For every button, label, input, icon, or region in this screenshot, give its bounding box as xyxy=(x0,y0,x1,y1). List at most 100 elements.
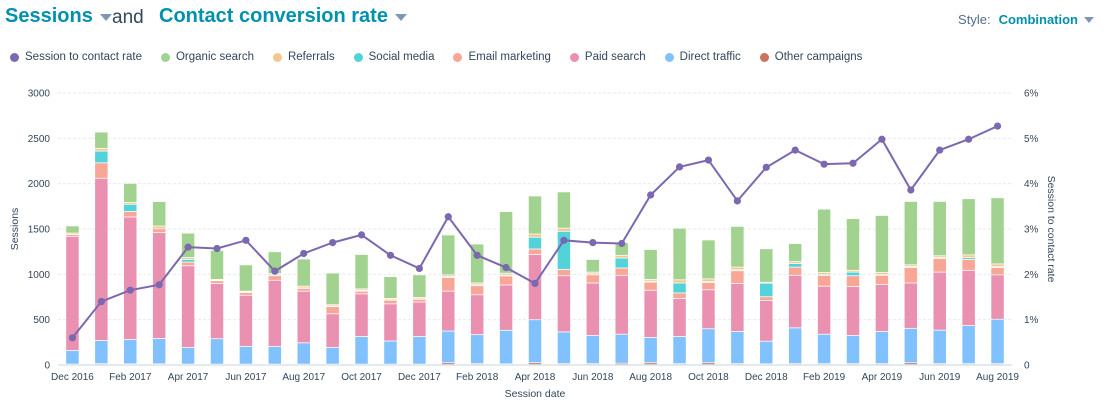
bar-segment xyxy=(181,266,195,347)
legend-item[interactable]: Paid search xyxy=(569,51,646,63)
rate-point xyxy=(878,135,886,143)
y-tick-label: 500 xyxy=(33,315,50,326)
bar-segment xyxy=(326,306,339,314)
bar-segment xyxy=(702,282,715,290)
bar-segment xyxy=(875,275,889,284)
bar-segment xyxy=(933,272,946,330)
style-selector: Style: Combination xyxy=(958,12,1094,27)
bar-segment xyxy=(702,329,715,363)
bar-segment xyxy=(355,294,368,337)
bar-segment xyxy=(384,298,397,300)
legend-item[interactable]: Session to contact rate xyxy=(10,51,142,63)
bar-segment xyxy=(152,201,166,226)
bar-segment xyxy=(962,258,975,260)
x-tick-label: Jun 2018 xyxy=(572,372,614,383)
bar-segment xyxy=(731,331,744,364)
legend-item[interactable]: Referrals xyxy=(272,51,335,63)
bar-segment xyxy=(586,259,600,272)
x-tick-label: Oct 2018 xyxy=(688,372,729,383)
rate-point xyxy=(965,135,973,143)
y2-axis-title: Session to contact rate xyxy=(1045,176,1057,283)
bar-segment xyxy=(615,258,628,268)
rate-point xyxy=(618,239,626,248)
legend-label: Direct traffic xyxy=(679,51,741,63)
bar-segment xyxy=(788,328,802,364)
rate-point xyxy=(271,267,279,275)
chevron-down-icon xyxy=(99,14,112,21)
bar-segment xyxy=(355,291,368,294)
legend-marker-icon xyxy=(10,52,19,62)
legend-label: Referrals xyxy=(287,51,335,63)
bar-segment xyxy=(846,272,860,276)
bar-segment xyxy=(788,267,802,275)
rate-point xyxy=(647,191,655,199)
bar-segment xyxy=(66,236,79,351)
bar-segment xyxy=(904,267,918,283)
legend-item[interactable]: Other campaigns xyxy=(759,51,863,63)
metric-conjunction: and xyxy=(112,7,144,28)
bar-segment xyxy=(615,268,628,275)
x-tick-label: Dec 2018 xyxy=(745,372,788,383)
legend-label: Other campaigns xyxy=(774,51,863,63)
bar-segment xyxy=(904,201,918,265)
legend-item[interactable]: Organic search xyxy=(160,51,254,63)
bar-segment xyxy=(702,290,715,329)
secondary-metric-dropdown[interactable]: Contact conversion rate xyxy=(159,5,407,28)
bar-segment xyxy=(788,243,802,262)
bar-segment xyxy=(760,249,773,282)
bar-segment xyxy=(557,192,571,228)
legend-label: Session to contact rate xyxy=(25,51,142,63)
bar-segment xyxy=(528,237,542,249)
bar-segment xyxy=(846,276,860,287)
legend-marker-icon xyxy=(569,52,579,62)
bar-segment xyxy=(557,228,571,231)
x-tick-label: Jun 2017 xyxy=(225,372,267,383)
bar-segment xyxy=(991,198,1004,264)
legend-item[interactable]: Direct traffic xyxy=(664,51,741,63)
bar-segment xyxy=(442,291,455,331)
bar-segment xyxy=(731,267,744,270)
bar-segment xyxy=(239,346,253,364)
bar-segment xyxy=(644,279,657,281)
y2-tick-label: 5% xyxy=(1024,134,1039,145)
legend-item[interactable]: Email marketing xyxy=(453,51,551,63)
style-dropdown[interactable]: Combination xyxy=(999,12,1094,27)
bar-segment xyxy=(962,255,975,258)
bar-segment xyxy=(615,255,628,258)
bar-segment xyxy=(875,331,889,364)
x-axis-title: Session date xyxy=(505,388,566,400)
bar-segment xyxy=(210,250,224,279)
primary-metric-dropdown[interactable]: Sessions xyxy=(5,5,112,28)
bar-segment xyxy=(326,305,339,306)
bar-segment xyxy=(557,332,571,364)
bar-segment xyxy=(413,336,426,364)
bar-segment xyxy=(991,319,1004,364)
bar-segment xyxy=(644,282,657,290)
legend-label: Social media xyxy=(368,51,435,63)
bar-segment xyxy=(239,265,253,291)
x-tick-label: Aug 2017 xyxy=(282,372,325,383)
x-tick-label: Oct 2017 xyxy=(341,372,382,383)
bar-segment xyxy=(615,243,628,255)
bar-segment xyxy=(644,337,657,363)
legend-marker-icon xyxy=(272,52,282,62)
bar-segment xyxy=(962,270,975,326)
bar-segment xyxy=(297,286,310,288)
bar-segment xyxy=(933,330,946,364)
rate-point xyxy=(329,239,337,247)
bar-segment xyxy=(95,178,108,341)
bar-segment xyxy=(528,363,542,365)
bar-segment xyxy=(413,299,426,302)
bar-segment xyxy=(817,272,831,274)
y-tick-label: 1500 xyxy=(28,225,51,236)
bar-segment xyxy=(817,209,831,273)
legend-item[interactable]: Social media xyxy=(353,51,435,63)
bar-segment xyxy=(788,275,802,328)
rate-point xyxy=(155,281,163,289)
bar-segment xyxy=(933,256,946,258)
bar-segment xyxy=(384,277,397,299)
bar-segment xyxy=(384,300,397,304)
x-tick-label: Feb 2017 xyxy=(109,372,152,383)
x-tick-label: Aug 2019 xyxy=(976,372,1019,383)
bar-segment xyxy=(355,336,368,364)
